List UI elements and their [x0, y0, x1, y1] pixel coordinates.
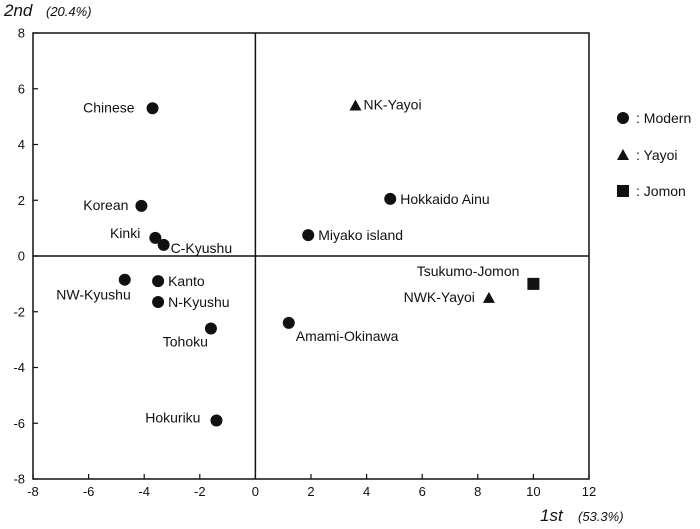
- point-label: NK-Yayoi: [363, 96, 421, 112]
- circle-point: [152, 295, 165, 308]
- circle-point: [118, 273, 131, 286]
- circle-point: [210, 414, 223, 427]
- legend-circle-marker: [617, 112, 629, 124]
- y-tick-label: -8: [13, 472, 25, 487]
- x-tick-label: 2: [307, 484, 314, 499]
- y-tick-label: 2: [18, 193, 25, 208]
- point-label: Tsukumo-Jomon: [417, 263, 520, 279]
- x-tick-label: 12: [582, 484, 596, 499]
- point-label: NW-Kyushu: [56, 287, 130, 303]
- circle-point: [149, 231, 162, 244]
- y-tick-label: 8: [18, 26, 25, 41]
- x-tick-label: 4: [363, 484, 370, 499]
- point-label: Kanto: [168, 273, 205, 289]
- point-label: Kinki: [110, 225, 140, 241]
- x-axis-pct: (53.3%): [578, 509, 624, 524]
- circle-point: [282, 316, 295, 329]
- circle-point: [146, 102, 159, 115]
- square-point: [527, 277, 540, 290]
- y-tick-label: -6: [13, 416, 25, 431]
- x-tick-label: 6: [419, 484, 426, 499]
- y-tick-label: 6: [18, 81, 25, 96]
- circle-point: [302, 229, 315, 242]
- legend-triangle-marker: [617, 149, 629, 160]
- triangle-point: [349, 99, 362, 111]
- point-label: Amami-Okinawa: [296, 328, 399, 344]
- y-tick-label: -4: [13, 360, 25, 375]
- legend-entry-label: : Modern: [636, 110, 691, 126]
- legend-square-marker: [617, 185, 629, 197]
- x-tick-label: -2: [194, 484, 206, 499]
- circle-point: [152, 275, 165, 288]
- y-axis-title: 2nd: [3, 1, 33, 20]
- point-label: Chinese: [83, 99, 135, 115]
- circle-point: [204, 322, 217, 335]
- legend-entry-label: : Yayoi: [636, 147, 678, 163]
- triangle-point: [482, 291, 495, 303]
- legend-entry-label: : Jomon: [636, 183, 686, 199]
- x-tick-label: 10: [526, 484, 540, 499]
- point-label: Korean: [83, 197, 128, 213]
- y-tick-label: -2: [13, 304, 25, 319]
- y-axis-pct: (20.4%): [46, 4, 92, 19]
- circle-point: [157, 238, 170, 251]
- x-tick-label: -6: [83, 484, 95, 499]
- x-tick-label: -4: [138, 484, 150, 499]
- point-label: C-Kyushu: [171, 240, 232, 256]
- circle-point: [384, 192, 397, 205]
- point-label: Tohoku: [163, 333, 208, 349]
- point-label: NWK-Yayoi: [404, 289, 475, 305]
- y-tick-label: 0: [18, 249, 25, 264]
- x-axis-title: 1st: [540, 506, 564, 525]
- point-label: Hokuriku: [145, 409, 200, 425]
- point-label: Hokkaido Ainu: [400, 191, 490, 207]
- x-tick-label: -8: [27, 484, 39, 499]
- point-label: Miyako island: [318, 227, 403, 243]
- point-label: N-Kyushu: [168, 294, 229, 310]
- x-tick-label: 0: [252, 484, 259, 499]
- y-tick-label: 4: [18, 137, 25, 152]
- circle-point: [135, 199, 148, 212]
- x-tick-label: 8: [474, 484, 481, 499]
